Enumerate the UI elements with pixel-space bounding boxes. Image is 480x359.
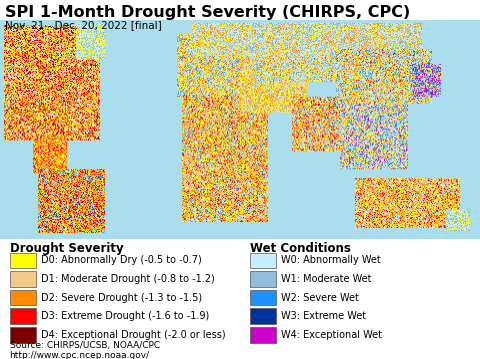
Bar bbox=[10, 253, 36, 268]
Bar bbox=[250, 290, 276, 306]
Bar bbox=[250, 271, 276, 287]
Text: D2: Severe Drought (-1.3 to -1.5): D2: Severe Drought (-1.3 to -1.5) bbox=[41, 293, 202, 303]
Text: Source: CHIRPS/UCSB, NOAA/CPC: Source: CHIRPS/UCSB, NOAA/CPC bbox=[10, 341, 160, 350]
Text: SPI 1-Month Drought Severity (CHIRPS, CPC): SPI 1-Month Drought Severity (CHIRPS, CP… bbox=[5, 5, 410, 20]
Text: W0: Abnormally Wet: W0: Abnormally Wet bbox=[281, 255, 381, 265]
Bar bbox=[10, 290, 36, 306]
Text: D3: Extreme Drought (-1.6 to -1.9): D3: Extreme Drought (-1.6 to -1.9) bbox=[41, 311, 209, 321]
Text: D1: Moderate Drought (-0.8 to -1.2): D1: Moderate Drought (-0.8 to -1.2) bbox=[41, 274, 215, 284]
Text: W4: Exceptional Wet: W4: Exceptional Wet bbox=[281, 330, 382, 340]
Bar bbox=[250, 327, 276, 343]
Text: W2: Severe Wet: W2: Severe Wet bbox=[281, 293, 359, 303]
Text: D4: Exceptional Drought (-2.0 or less): D4: Exceptional Drought (-2.0 or less) bbox=[41, 330, 226, 340]
Bar bbox=[10, 308, 36, 324]
Text: Drought Severity: Drought Severity bbox=[10, 242, 123, 255]
Text: D0: Abnormally Dry (-0.5 to -0.7): D0: Abnormally Dry (-0.5 to -0.7) bbox=[41, 255, 202, 265]
Text: http://www.cpc.ncep.noaa.gov/: http://www.cpc.ncep.noaa.gov/ bbox=[10, 351, 150, 359]
Bar bbox=[10, 327, 36, 343]
Bar bbox=[250, 308, 276, 324]
Text: Wet Conditions: Wet Conditions bbox=[250, 242, 350, 255]
Bar bbox=[250, 253, 276, 268]
Text: Nov. 21 - Dec. 20, 2022 [final]: Nov. 21 - Dec. 20, 2022 [final] bbox=[5, 20, 162, 30]
Text: W1: Moderate Wet: W1: Moderate Wet bbox=[281, 274, 372, 284]
Bar bbox=[10, 271, 36, 287]
Text: W3: Extreme Wet: W3: Extreme Wet bbox=[281, 311, 366, 321]
